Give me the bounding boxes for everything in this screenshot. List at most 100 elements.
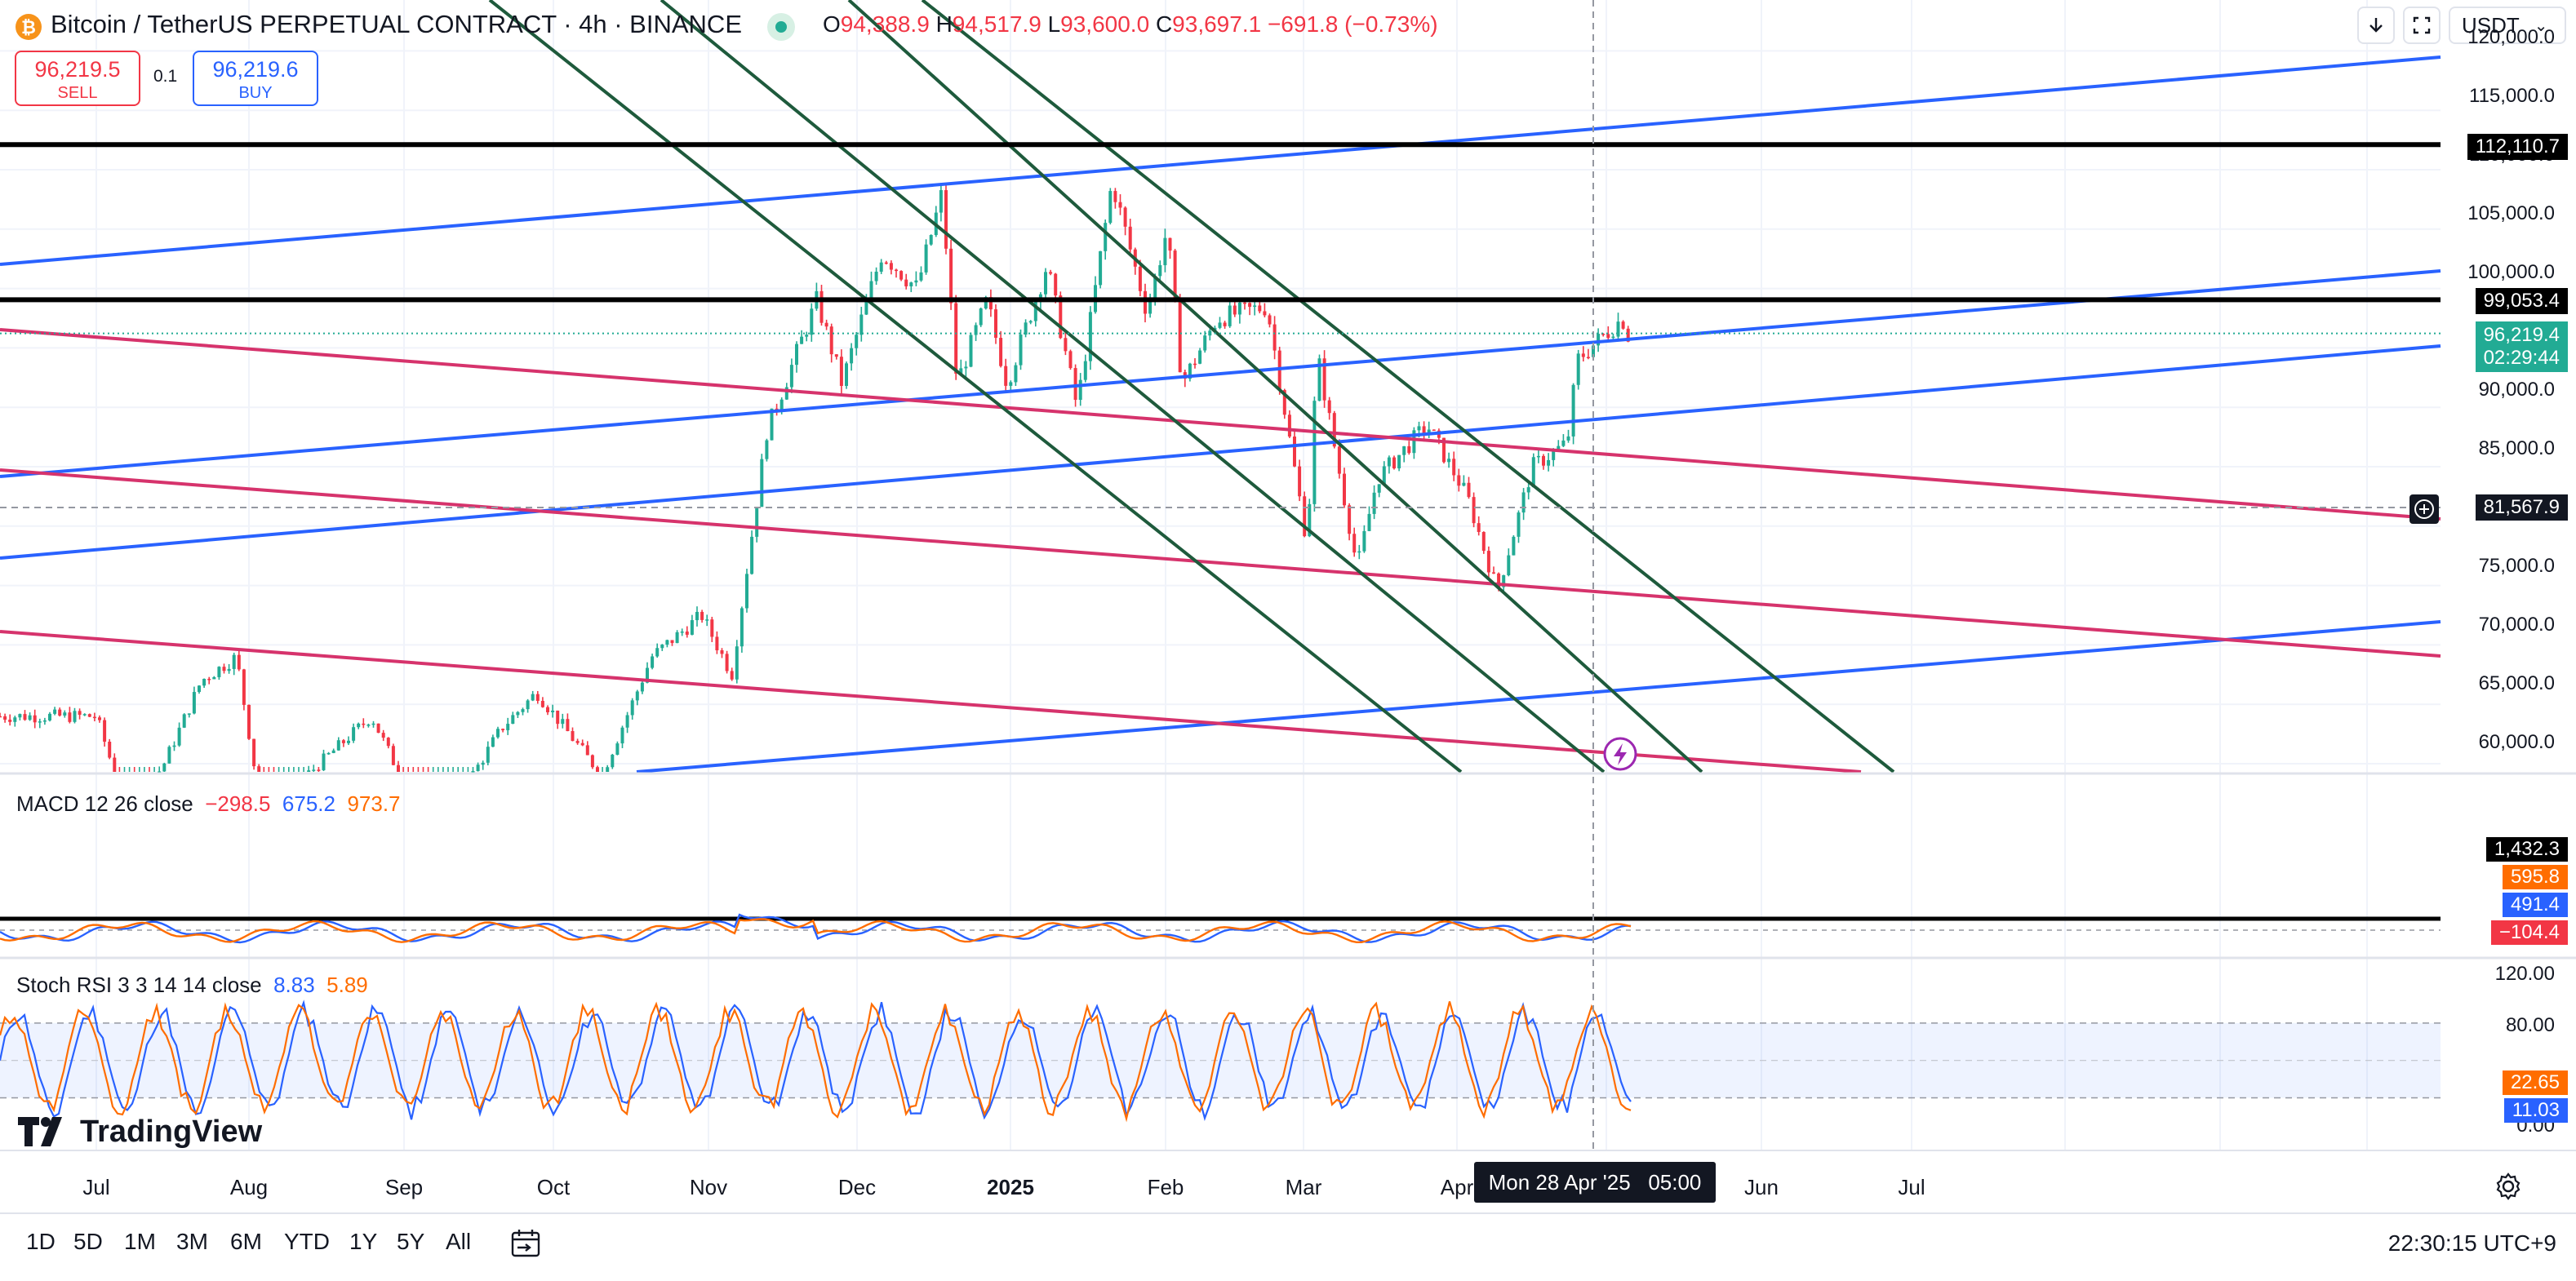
candle	[87, 713, 91, 717]
candle	[606, 765, 610, 772]
candle	[540, 697, 544, 708]
arrow-down-icon[interactable]	[2357, 7, 2395, 44]
candle	[1566, 429, 1570, 443]
calendar-range-icon[interactable]	[508, 1226, 544, 1261]
trendline[interactable]	[0, 468, 2441, 658]
bottom-toolbar: 1D 5D 1M 3M 6M YTD 1Y 5Y All 22:30:15 UTC+9	[0, 1212, 2576, 1281]
candle	[561, 713, 565, 729]
market-open-dot-icon[interactable]	[767, 13, 795, 41]
candle	[202, 678, 207, 689]
range-button-all[interactable]: All	[446, 1229, 472, 1254]
candle	[182, 713, 186, 729]
trendline[interactable]	[0, 344, 2441, 560]
candle	[1123, 206, 1127, 236]
trendline[interactable]	[0, 630, 1862, 773]
candle	[476, 762, 480, 772]
candle	[13, 716, 17, 727]
candle	[874, 267, 878, 285]
range-button-6m[interactable]: 6M	[230, 1229, 262, 1254]
candle	[198, 685, 201, 694]
candle	[336, 737, 340, 751]
stoch-rsi-title: Stoch RSI 3 3 14 14 close	[16, 973, 262, 997]
plus-circle-icon[interactable]	[2409, 494, 2439, 524]
symbol-title[interactable]: Bitcoin / TetherUS PERPETUAL CONTRACT · …	[51, 10, 742, 38]
settings-gear-icon[interactable]	[2494, 1172, 2523, 1201]
candle	[869, 271, 873, 301]
candle	[1606, 326, 1610, 341]
candle	[1298, 459, 1302, 502]
stoch-rsi-legend[interactable]: Stoch RSI 3 3 14 14 close 8.83 5.89	[16, 973, 368, 998]
range-button-1d[interactable]: 1D	[26, 1229, 56, 1254]
candle	[1352, 527, 1357, 557]
candle	[934, 206, 938, 237]
trendline[interactable]	[636, 620, 2441, 773]
buy-button[interactable]: 96,219.6 BUY	[193, 51, 318, 106]
lightning-alert-icon[interactable]	[1602, 736, 1638, 772]
candle	[1486, 546, 1490, 578]
candle	[919, 266, 923, 282]
candle	[53, 707, 57, 716]
range-button-1y[interactable]: 1Y	[349, 1229, 378, 1254]
candle	[322, 749, 326, 772]
trendline[interactable]	[0, 328, 2441, 521]
candle	[501, 728, 505, 733]
candle	[78, 708, 82, 720]
trendline[interactable]	[921, 0, 1895, 773]
trendline[interactable]	[847, 0, 1703, 773]
candle	[611, 753, 615, 769]
price-chart-canvas[interactable]	[0, 0, 2576, 1212]
candle	[1407, 441, 1411, 455]
candle	[1521, 488, 1526, 521]
candle	[397, 760, 400, 772]
candle	[1467, 476, 1471, 499]
buy-label: BUY	[238, 84, 273, 102]
candle	[33, 709, 37, 729]
trendline[interactable]	[660, 0, 1606, 773]
candle	[1168, 237, 1172, 259]
pane-separators[interactable]	[0, 772, 2576, 1151]
tradingview-watermark[interactable]: TradingView	[18, 1111, 262, 1152]
horizontal-levels[interactable]	[0, 142, 2441, 335]
candle	[1367, 506, 1371, 532]
trendline[interactable]	[0, 269, 2441, 478]
candle	[1248, 302, 1252, 316]
macd-legend[interactable]: MACD 12 26 close −298.5 675.2 973.7	[16, 791, 401, 817]
currency-select[interactable]: USDT ⌄	[2449, 7, 2566, 44]
candle	[1193, 357, 1197, 369]
candle	[1581, 346, 1585, 362]
candle	[850, 343, 854, 371]
candle	[1432, 429, 1436, 432]
candle	[845, 361, 848, 389]
candle	[1343, 468, 1346, 508]
range-button-1m[interactable]: 1M	[124, 1229, 156, 1254]
low-value: 93,600.0	[1060, 11, 1150, 37]
candle	[8, 714, 12, 726]
trendline[interactable]	[488, 0, 1463, 773]
clock-readout[interactable]: 22:30:15 UTC+9	[2387, 1230, 2556, 1256]
candle	[899, 270, 904, 281]
candle	[362, 718, 366, 729]
candle	[1392, 455, 1396, 470]
candle	[1009, 380, 1013, 392]
candle	[805, 331, 809, 342]
trendline[interactable]	[0, 55, 2441, 266]
bitcoin-logo-icon[interactable]: ₿	[15, 13, 42, 41]
time-tick: Jun	[1744, 1175, 1779, 1199]
candle	[810, 303, 814, 342]
range-button-5y[interactable]: 5Y	[397, 1229, 425, 1254]
candle	[227, 663, 231, 674]
trendlines[interactable]	[0, 0, 2441, 773]
candle	[347, 736, 350, 746]
stoch-rsi-series	[0, 1000, 1632, 1123]
candle	[68, 707, 72, 724]
candle	[939, 183, 943, 222]
resistance-price-tag: 112,110.7	[2467, 134, 2568, 160]
candle	[1272, 316, 1277, 360]
sell-button[interactable]: 96,219.5 SELL	[15, 51, 140, 106]
candle	[357, 722, 361, 729]
fullscreen-icon[interactable]	[2403, 7, 2441, 44]
range-button-ytd[interactable]: YTD	[284, 1229, 330, 1254]
range-button-3m[interactable]: 3M	[176, 1229, 208, 1254]
range-button-5d[interactable]: 5D	[73, 1229, 103, 1254]
sell-label: SELL	[57, 84, 98, 102]
